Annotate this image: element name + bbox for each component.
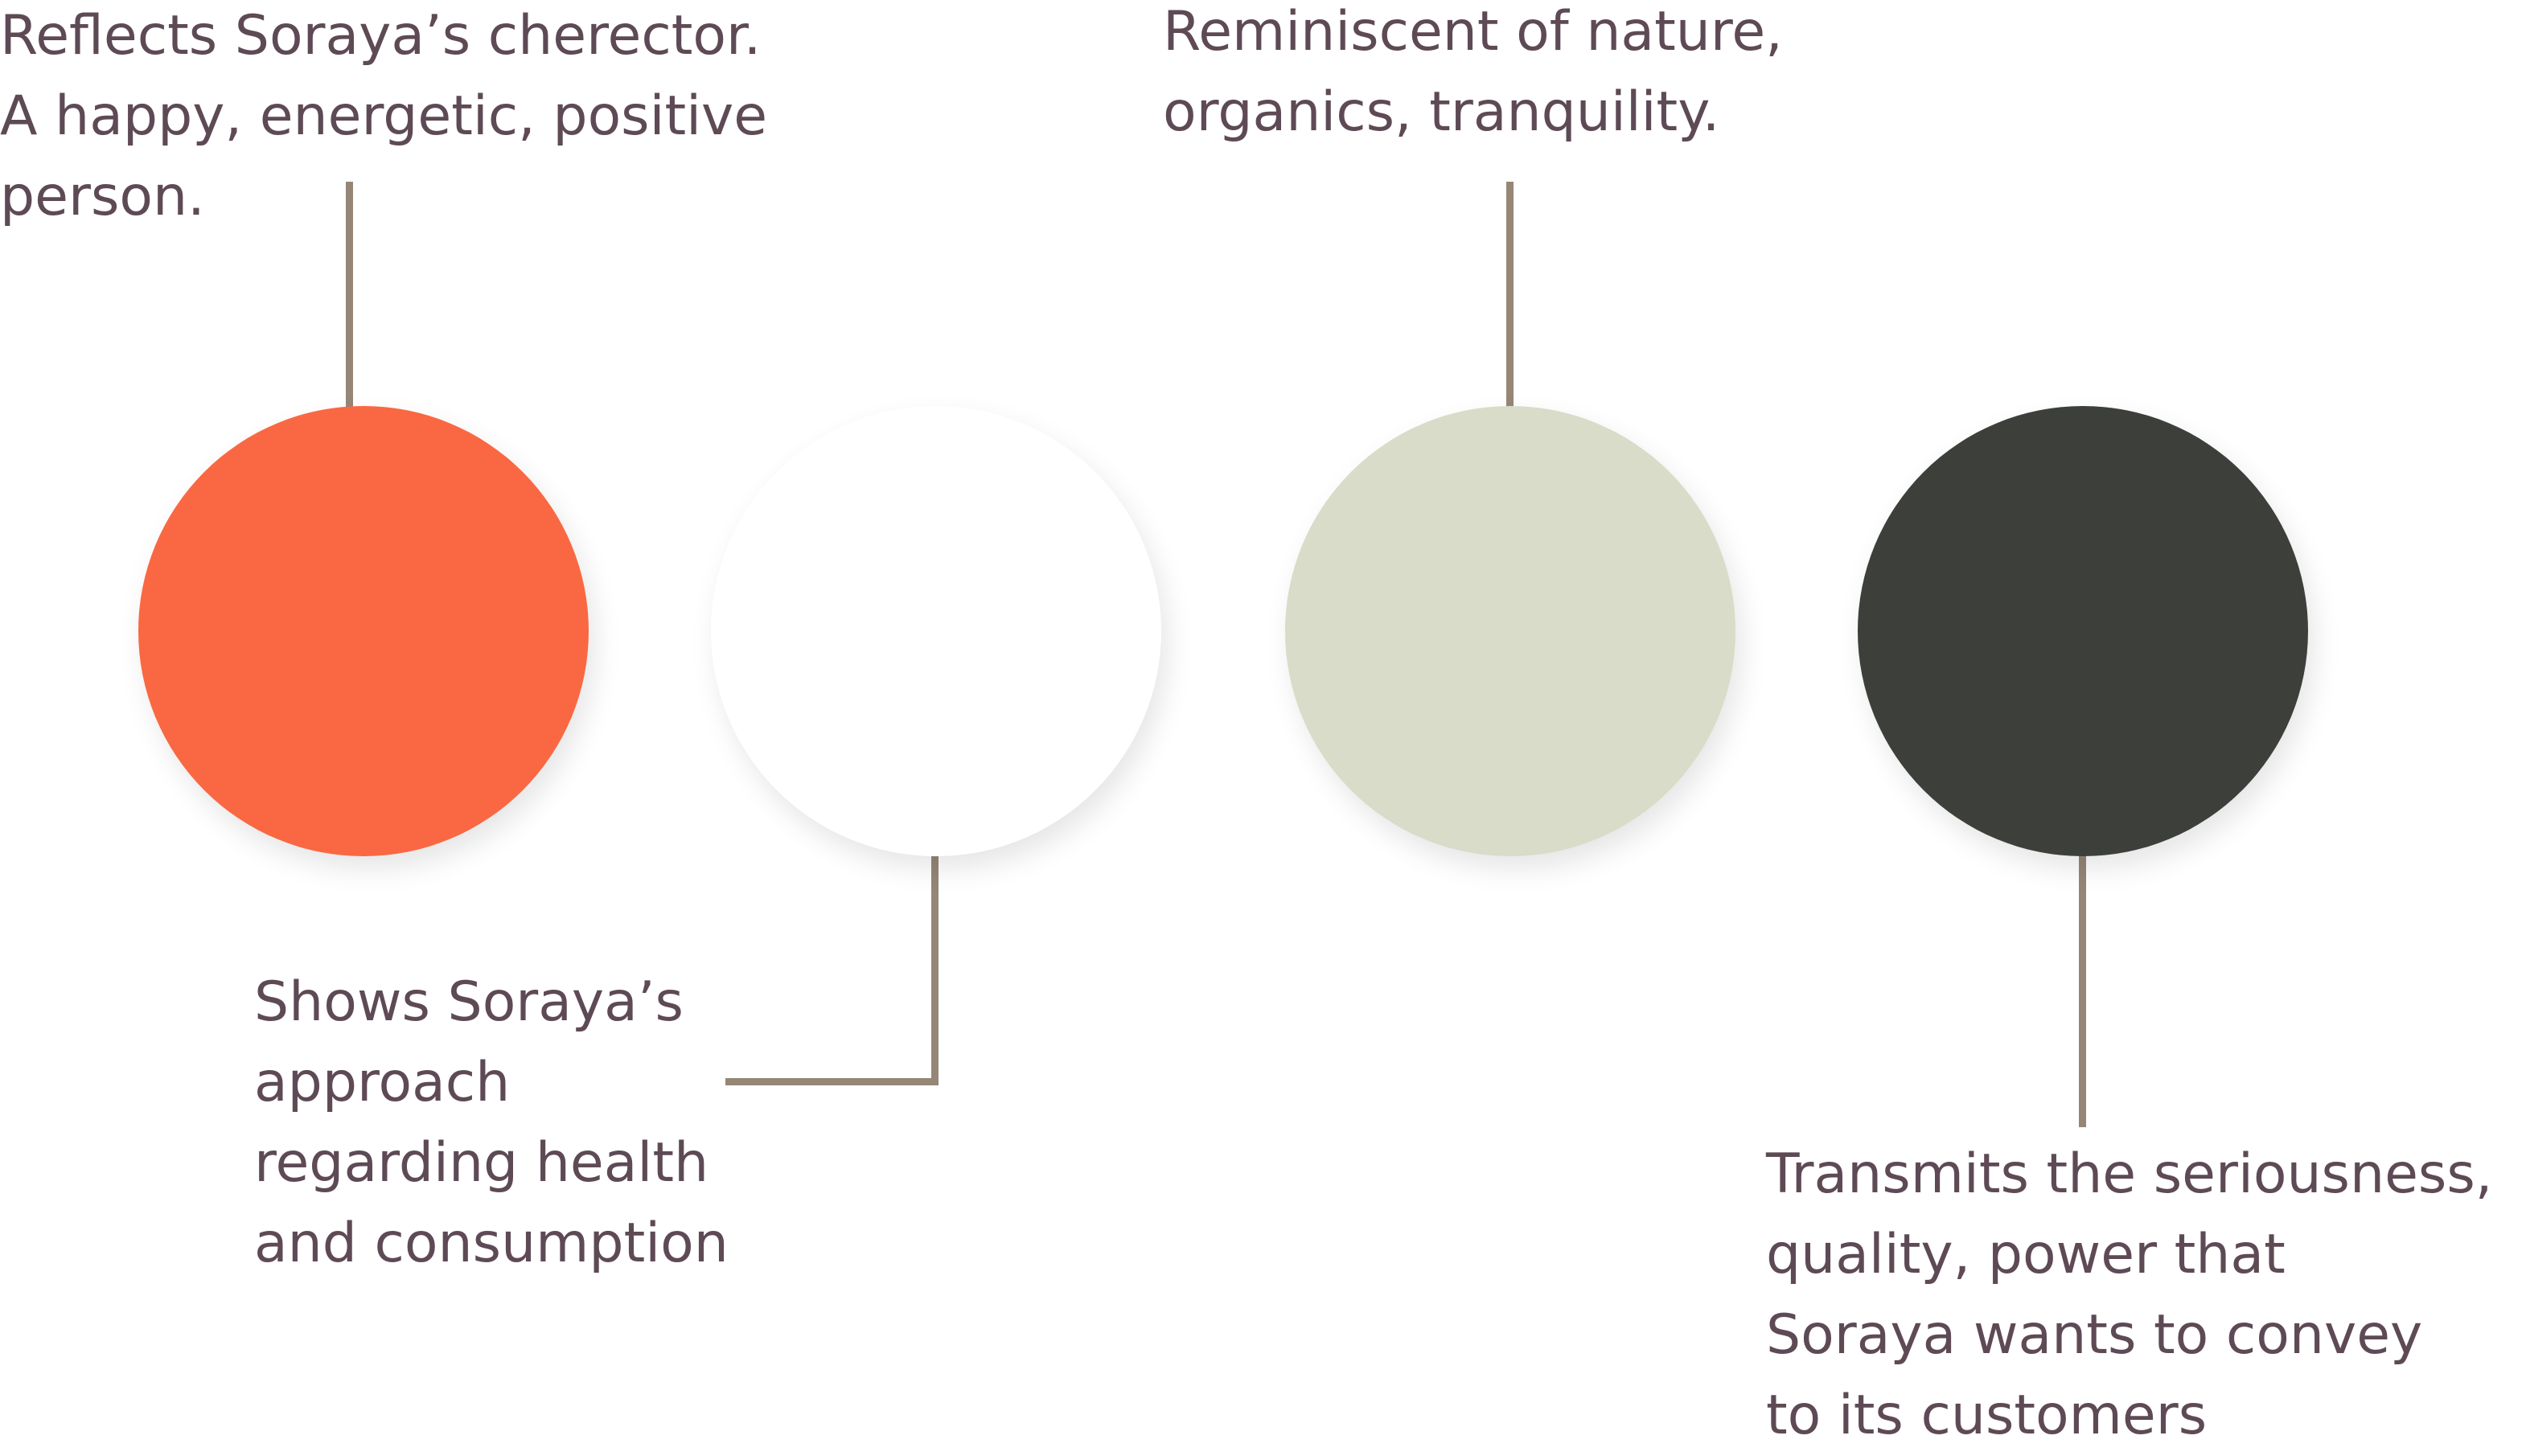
orange-connector-line [346,182,353,410]
white-swatch [711,406,1161,856]
white-connector-vertical [931,854,939,1085]
white-swatch-caption: Shows Soraya’s approach regarding health… [254,962,729,1284]
caption-line: to its customers [1766,1384,2208,1447]
charcoal-connector-line [2079,854,2086,1127]
charcoal-swatch [1858,406,2308,856]
caption-line: Soraya wants to convey [1766,1303,2423,1367]
caption-line: quality, power that [1766,1223,2286,1286]
orange-swatch-caption: Reflects Soraya’s cherector. A happy, en… [0,0,767,237]
caption-line: A happy, energetic, positive [0,84,768,148]
sage-swatch [1285,406,1735,856]
caption-line: Reflects Soraya’s cherector. [0,4,762,68]
caption-line: Shows Soraya’s [254,970,684,1034]
caption-line: and consumption [254,1212,729,1275]
caption-line: approach [254,1051,511,1114]
caption-line: person. [0,165,205,228]
sage-swatch-caption: Reminiscent of nature, organics, tranqui… [1163,0,1783,153]
sage-connector-line [1506,182,1514,410]
white-connector-horizontal [725,1078,939,1085]
caption-line: Transmits the seriousness, [1766,1142,2493,1206]
orange-swatch [138,406,589,856]
caption-line: Reminiscent of nature, [1163,0,1783,64]
charcoal-swatch-caption: Transmits the seriousness, quality, powe… [1766,1134,2492,1456]
caption-line: organics, tranquility. [1163,80,1720,144]
caption-line: regarding health [254,1131,709,1195]
